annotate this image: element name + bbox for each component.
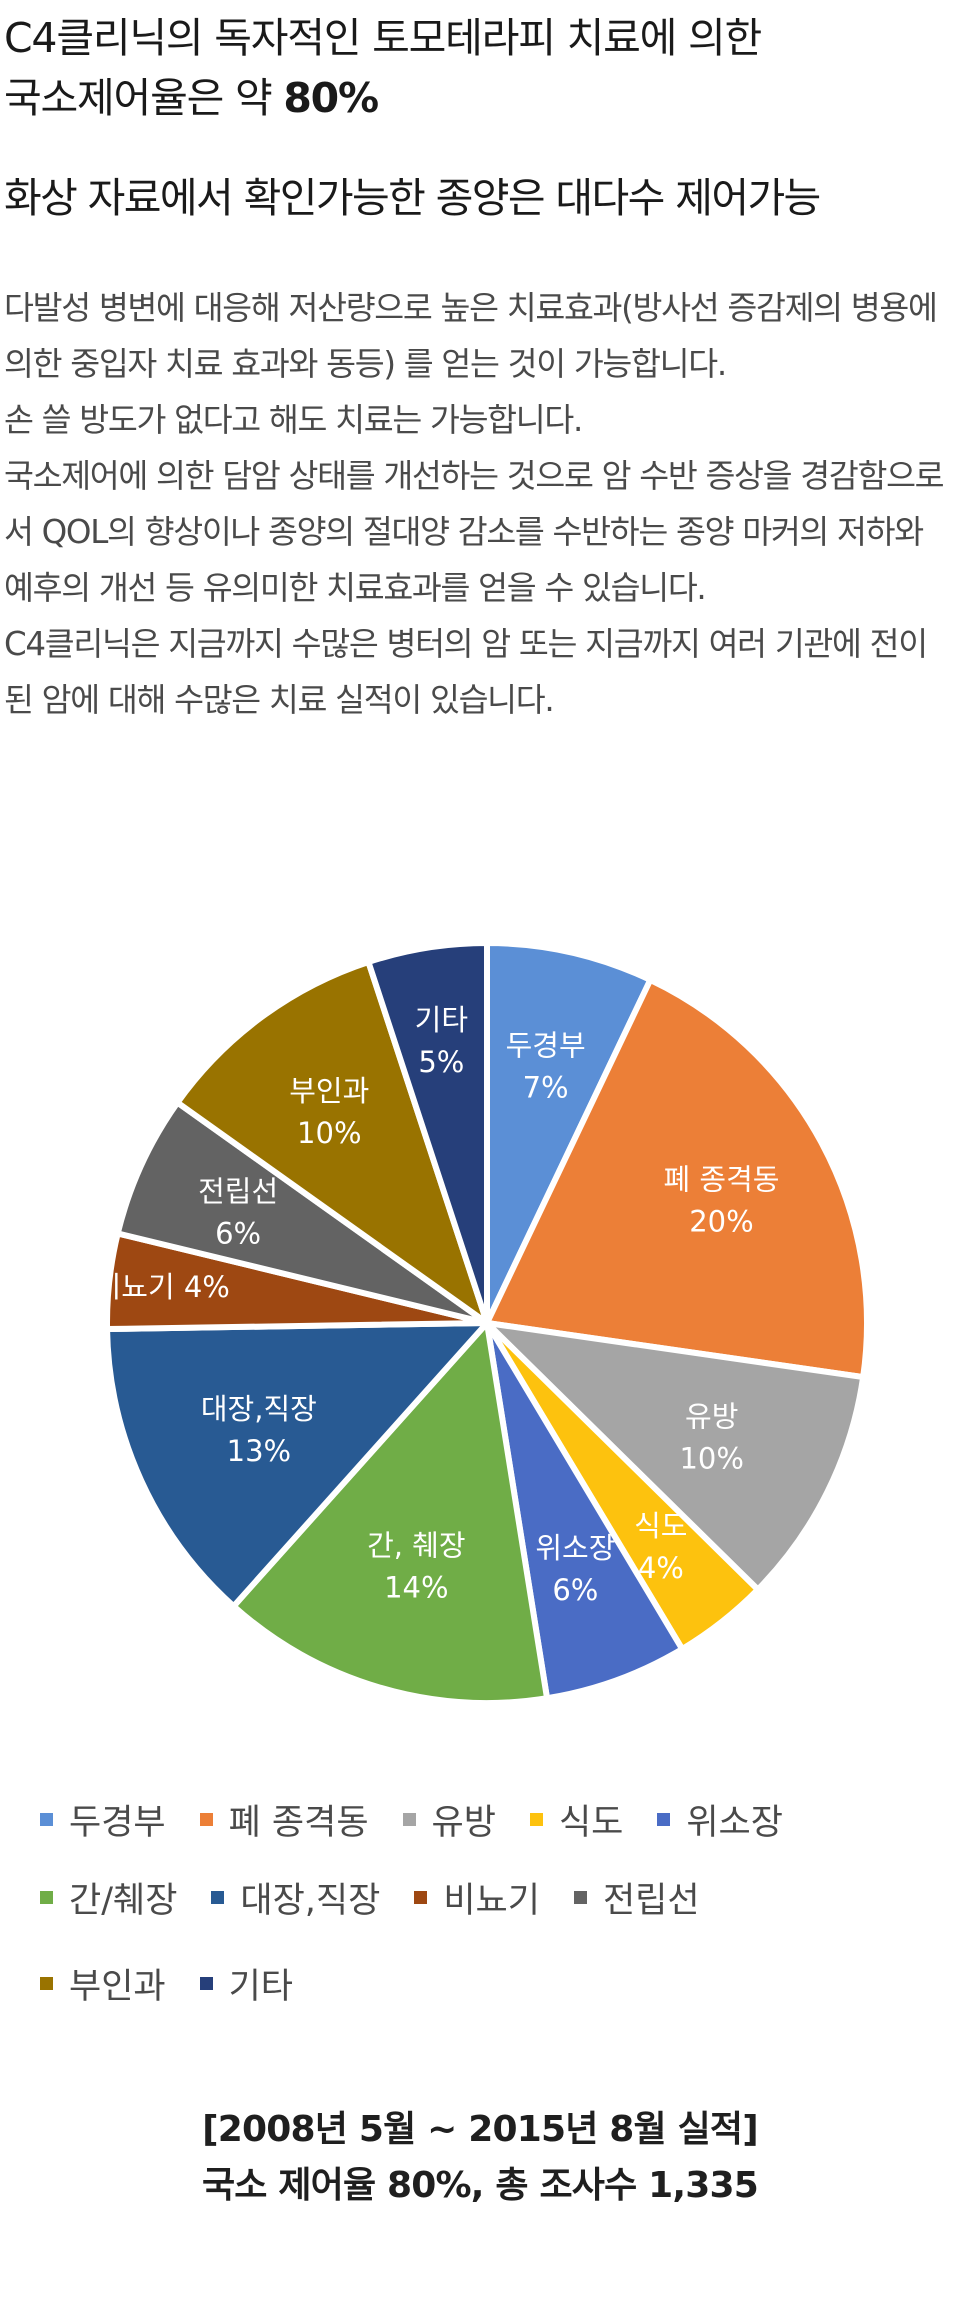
pie-slice-label-2: 폐 종격동 20% [663,1162,779,1238]
legend-item-9: 전립선 [573,1872,700,1923]
pie-slice-name-3: 유방 [685,1399,738,1433]
legend-label-4: 식도 [558,1802,624,1843]
pie-slice-label-1: 두경부 7% [506,1029,586,1105]
pie-slice-value-3: 10% [679,1441,743,1475]
legend-swatch-8 [414,1890,428,1904]
legend-swatch-11 [199,1976,213,1990]
body-paragraph-2: 손 쓸 방도가 없다고 해도 치료는 가능합니다. [4,401,583,439]
legend-item-4: 식도 [529,1794,624,1845]
legend-item-3: 유방 [402,1794,496,1845]
pie-slice-value-7: 13% [227,1434,291,1468]
title-line-2: 국소제어율은 약 80% [4,68,944,128]
pie-slice-value-6: 14% [384,1571,448,1605]
pie-slice-label-3: 유방 10% [679,1399,743,1475]
caption-summary: 국소 제어율 80%, 총 조사수 1,335 [201,2165,759,2206]
legend-label-8: 비뇨기 [443,1880,540,1921]
legend-row-1: 두경부 폐 종격동 유방 식도 위소장 [40,1780,940,1858]
legend-label-10: 부인과 [69,1966,166,2007]
pie-slice-name-7: 대장,직장 [201,1392,317,1426]
body-paragraph-4: C4클리닉은 지금까지 수많은 병터의 암 또는 지금까지 여러 기관에 전이된… [4,625,928,719]
pie-slice-name-4: 식도 [634,1509,687,1543]
pie-slice-value-11: 5% [418,1045,464,1079]
pie-slice-label-5: 위소장 6% [535,1531,615,1607]
legend-swatch-9 [573,1890,587,1904]
legend-item-6: 간/췌장 [40,1872,177,1923]
legend-item-2: 폐 종격동 [199,1794,369,1845]
pie-slice-value-4: 4% [638,1551,684,1585]
legend-swatch-5 [657,1812,671,1826]
legend-item-8: 비뇨기 [414,1872,540,1923]
pie-slice-value-1: 7% [523,1071,569,1105]
legend-label-11: 기타 [228,1966,294,2007]
pie-slice-value-10: 10% [297,1116,361,1150]
pie-slice-value-2: 20% [689,1204,753,1238]
legend-item-11: 기타 [199,1958,294,2009]
pie-slice-2 [484,976,870,1381]
pie-slice-label-10: 부인과 10% [289,1074,369,1150]
legend-swatch-1 [40,1812,53,1826]
body-paragraph-1: 다발성 병변에 대응해 저산량으로 높은 치료효과(방사선 증감제의 병용에 의… [4,289,938,383]
legend-swatch-10 [40,1976,53,1990]
pie-slice-3 [484,1320,867,1593]
body-text: 다발성 병변에 대응해 저산량으로 높은 치료효과(방사선 증감제의 병용에 의… [4,280,954,728]
legend-item-1: 두경부 [40,1794,166,1845]
legend-row-3: 부인과 기타 [40,1944,940,2022]
pie-slice-name-5: 위소장 [535,1531,615,1565]
pie-slice-name-11: 기타 [415,1003,468,1037]
page-subtitle: 화상 자료에서 확인가능한 종양은 대다수 제어가능 [4,174,821,222]
pie-slice-label-7: 대장,직장 13% [201,1392,317,1468]
legend-row-2: 간/췌장 대장,직장 비뇨기 전립선 [40,1858,940,1936]
pie-slice-7 [104,1320,490,1610]
pie-slice-6 [230,1320,551,1706]
pie-slice-value-5: 6% [552,1573,598,1607]
body-paragraph-3: 국소제어에 의한 담암 상태를 개선하는 것으로 암 수반 증상을 경감함으로서… [4,457,945,607]
legend-label-2: 폐 종격동 [228,1802,369,1843]
pie-slice-name-2: 폐 종격동 [663,1162,779,1196]
page-title: C4클리닉의 독자적인 토모테라피 치료에 의한 국소제어율은 약 80% [4,8,944,128]
pie-slice-1 [484,940,654,1326]
legend-swatch-2 [199,1812,213,1826]
legend-label-5: 위소장 [686,1802,783,1843]
pie-slice-name-6: 간, 췌장 [367,1529,465,1563]
legend-label-6: 간/췌장 [69,1880,178,1921]
pie-slice-name-10: 부인과 [289,1074,369,1108]
legend-label-7: 대장,직장 [240,1880,381,1921]
legend-item-5: 위소장 [657,1794,783,1845]
legend-swatch-3 [402,1812,416,1826]
title-line-1: C4클리닉의 독자적인 토모테라피 치료에 의한 [4,14,762,62]
title-line-2-text: 국소제어율은 약 [4,74,284,122]
pie-slice-name-1: 두경부 [506,1029,586,1063]
legend-swatch-7 [211,1890,225,1904]
chart-caption: [2008년 5월 ~ 2015년 8월 실적] 국소 제어율 80%, 총 조… [0,2102,960,2214]
pie-slice-label-6: 간, 췌장 14% [367,1529,465,1605]
pie-chart: 두경부 7% 폐 종격동 20% 유방 10% 식도 4% 위소장 6% 간, 췌장 14% 대장,직장… [95,940,870,1706]
legend-item-10: 부인과 [40,1958,166,2009]
pie-slice-10 [174,958,490,1326]
legend-swatch-4 [529,1812,543,1826]
pie-slice-label-11: 기타 5% [415,1003,468,1079]
pie-slice-label-4: 식도 4% [634,1509,687,1585]
pie-slice-value-9: 6% [215,1216,261,1250]
legend-item-7: 대장,직장 [211,1872,380,1923]
pie-slice-label-9: 전립선 6% [198,1174,278,1250]
pie-slice-11 [365,940,490,1326]
legend-swatch-6 [40,1890,53,1904]
legend-label-3: 유방 [431,1802,496,1843]
title-highlight: 80% [283,74,379,122]
caption-period: [2008년 5월 ~ 2015년 8월 실적] [202,2109,759,2150]
pie-slice-label-8: 비뇨기 4% [95,1270,230,1304]
legend-label-1: 두경부 [69,1802,166,1843]
legend-label-9: 전립선 [602,1880,700,1921]
pie-slice-name-9: 전립선 [198,1174,278,1208]
